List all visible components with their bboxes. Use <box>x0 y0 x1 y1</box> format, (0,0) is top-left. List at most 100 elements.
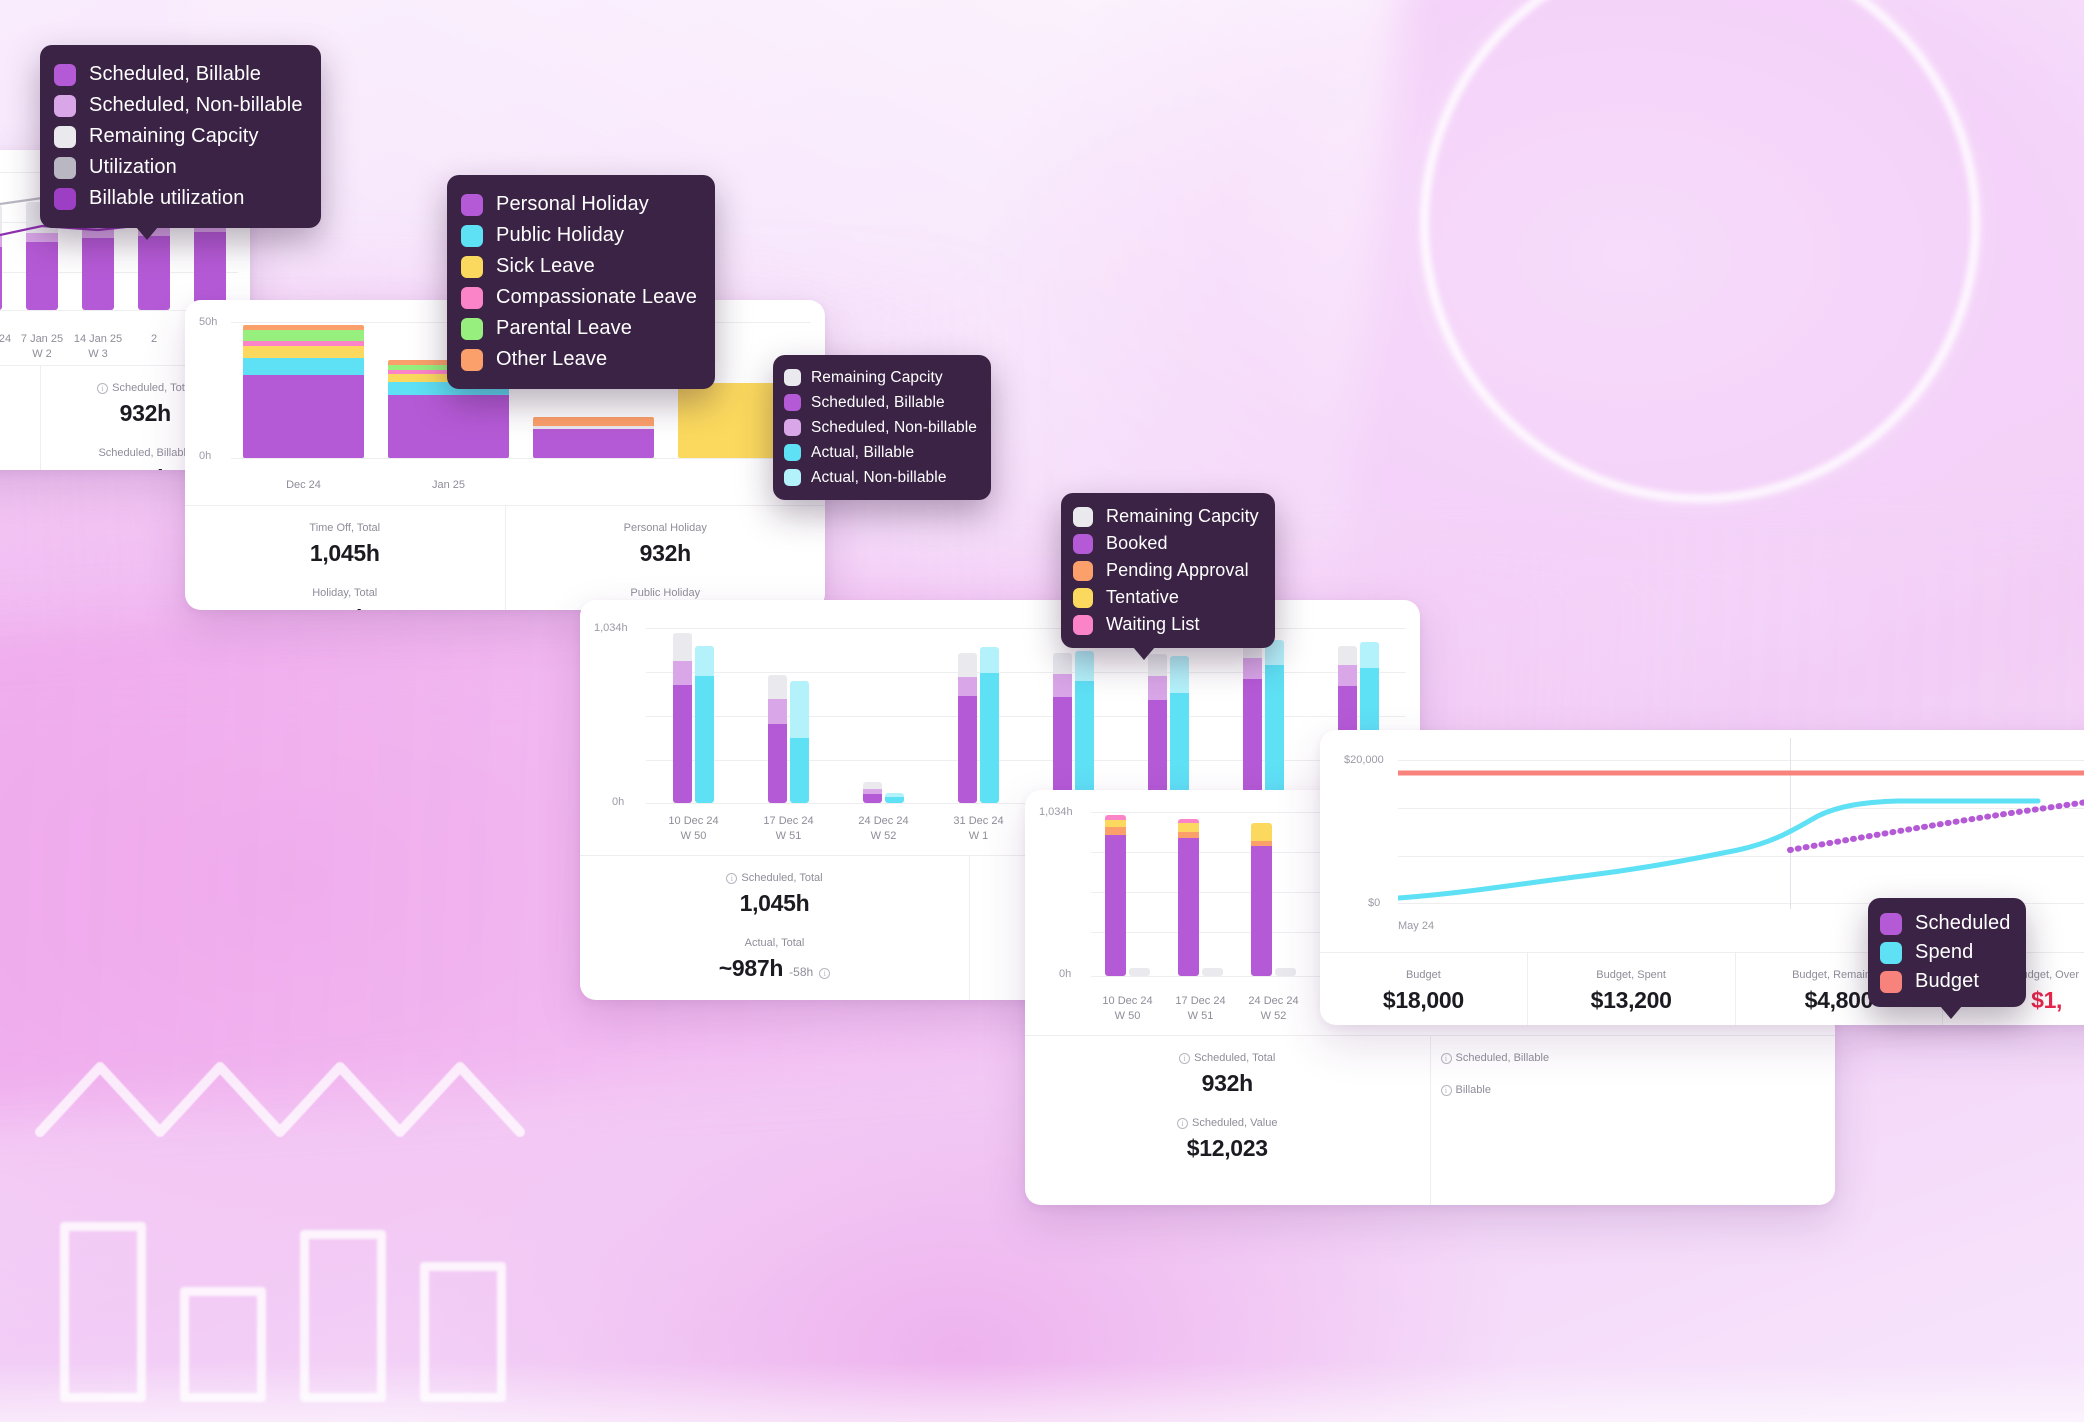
y-axis-bottom-label: $0 <box>1368 897 1381 909</box>
stat-value: $12,023 <box>1186 1135 1268 1161</box>
legend-swatch-waiting-list <box>1073 614 1093 635</box>
y-axis-top-label: 1,034h <box>1039 806 1073 818</box>
legend-item[interactable]: Sick Leave <box>461 251 697 282</box>
stat-column: Capacity Capacity <box>0 366 41 470</box>
stat-value: $4,800 <box>1804 987 1874 1013</box>
budget-x-start-label: May 24 <box>1398 920 1435 932</box>
stat-holiday-total: Holiday, Total 113h <box>195 587 495 610</box>
scheduled-bar <box>1243 640 1262 803</box>
legend-label: Actual, Non-billable <box>811 468 947 486</box>
legend-item[interactable]: Actual, Non-billable <box>784 465 977 490</box>
stat-label: Capacity <box>0 414 30 426</box>
budget-chart: $20,000 $0 <box>1320 730 2084 925</box>
legend-label: Spend <box>1915 941 1974 963</box>
stat-label: Budget <box>1405 969 1441 981</box>
legend-item[interactable]: Scheduled, Billable <box>784 390 977 415</box>
booking-bar <box>1251 823 1272 976</box>
info-icon[interactable]: i <box>1440 1084 1452 1096</box>
legend-item[interactable]: Billable utilization <box>54 183 303 214</box>
legend-label: Budget <box>1915 970 1979 992</box>
info-icon[interactable]: i <box>1179 1052 1191 1064</box>
budget-legend[interactable]: Scheduled Spend Budget <box>1868 898 2027 1019</box>
tooltip-tail <box>1133 647 1155 660</box>
legend-label: Scheduled, Non-billable <box>811 418 978 436</box>
legend-item[interactable]: Tentative <box>1073 584 1259 611</box>
actual-bar <box>1265 640 1284 803</box>
time-off-chart: 50h 0h <box>185 300 825 470</box>
background-bottom-fade <box>0 1362 2084 1422</box>
stat-delta: -58h <box>789 965 814 979</box>
info-icon[interactable]: i <box>726 872 738 884</box>
background-circle-motif <box>1419 0 1980 504</box>
stat-scheduled-billable: i Scheduled, Billable <box>1440 1052 1826 1064</box>
legend-swatch-sick-leave <box>461 255 483 278</box>
legend-item[interactable]: Public Holiday <box>461 220 697 251</box>
scheduled-bar <box>1148 654 1167 803</box>
legend-item[interactable]: Compassionate Leave <box>461 282 697 313</box>
info-icon[interactable]: i <box>1440 1052 1452 1064</box>
booking-status-legend[interactable]: Remaining Capcity Booked Pending Approva… <box>1061 493 1275 660</box>
legend-item[interactable]: Scheduled, Non-billable <box>784 415 977 440</box>
background-zigzag-motif <box>30 1012 610 1152</box>
booking-bar <box>1105 815 1126 976</box>
legend-item[interactable]: Utilization <box>54 152 303 183</box>
stat-value: 932h <box>119 400 172 426</box>
stat-label: i Scheduled, Billable <box>1440 1052 1826 1064</box>
legend-item[interactable]: Other Leave <box>461 344 697 375</box>
stat-personal-holiday: Personal Holiday 932h <box>516 522 816 567</box>
legend-label: Public Holiday <box>496 224 625 246</box>
stat-capacity-1: Capacity <box>0 382 30 394</box>
legend-item[interactable]: Remaining Capcity <box>784 365 977 390</box>
stat-value: $13,200 <box>1590 987 1672 1013</box>
stat-billable: i Billable <box>1440 1084 1826 1096</box>
legend-item[interactable]: Remaining Capcity <box>54 121 303 152</box>
stat-actual-total: Actual, Total ~987h -58h i <box>590 937 959 982</box>
y-axis-top-label: 50h <box>199 316 218 328</box>
legend-label: Tentative <box>1106 587 1179 607</box>
y-axis-top-label: $20,000 <box>1344 754 1384 766</box>
y-axis-top-label: 1,034h <box>594 622 628 634</box>
legend-item[interactable]: Parental Leave <box>461 313 697 344</box>
stat-value: 932h <box>639 540 692 566</box>
legend-item[interactable]: Spend <box>1880 938 2010 967</box>
stat-label: Budget, Over <box>2014 969 2080 981</box>
stat-label: i Scheduled, Total <box>51 382 241 394</box>
info-icon[interactable]: i <box>819 968 831 979</box>
booking-status-stats: i Scheduled, Total 932h i Scheduled, Val… <box>1025 1035 1835 1205</box>
legend-item[interactable]: Scheduled <box>1880 909 2010 938</box>
legend-item[interactable]: Booked <box>1073 530 1259 557</box>
stat-value: ~987h <box>718 955 784 981</box>
legend-label: Sick Leave <box>496 255 595 277</box>
stat-column: Personal Holiday 932h Public Holiday 932… <box>506 506 826 610</box>
time-off-card: 50h 0h Dec 24 Jan 25 Time Off, Total 1,0… <box>185 300 825 610</box>
bar-group <box>1237 812 1310 976</box>
legend-item[interactable]: Scheduled, Billable <box>54 59 303 90</box>
info-icon[interactable]: i <box>97 382 109 394</box>
stat-column: i Scheduled, Billable i Billable <box>1431 1036 1836 1205</box>
scheduled-actual-legend[interactable]: Remaining Capcity Scheduled, Billable Sc… <box>773 355 992 500</box>
info-icon[interactable]: i <box>1177 1117 1189 1129</box>
bar-group <box>1091 812 1164 976</box>
legend-item[interactable]: Budget <box>1880 967 2010 996</box>
legend-item[interactable]: Scheduled, Non-billable <box>54 90 303 121</box>
legend-swatch-scheduled-billable <box>784 394 801 411</box>
legend-label: Waiting List <box>1106 614 1200 634</box>
time-off-legend[interactable]: Personal Holiday Public Holiday Sick Lea… <box>447 175 715 389</box>
legend-item[interactable]: Personal Holiday <box>461 189 697 220</box>
utilization-legend[interactable]: Scheduled, Billable Scheduled, Non-billa… <box>40 45 321 240</box>
bar-group <box>1216 628 1311 803</box>
stat-label: Public Holiday <box>630 587 701 599</box>
legend-label: Utilization <box>89 156 177 178</box>
legend-label: Compassionate Leave <box>496 286 697 308</box>
actual-bar <box>1170 656 1189 803</box>
legend-item[interactable]: Pending Approval <box>1073 557 1259 584</box>
stat-label: i Scheduled, Value <box>1035 1117 1420 1129</box>
legend-swatch-spend <box>1880 941 1902 964</box>
legend-item[interactable]: Waiting List <box>1073 611 1259 638</box>
legend-item[interactable]: Remaining Capcity <box>1073 503 1259 530</box>
stat-value: 1,045h <box>309 540 380 566</box>
stat-value: 874h <box>51 465 241 470</box>
legend-swatch-scheduled-nonbillable <box>54 94 76 117</box>
legend-item[interactable]: Actual, Billable <box>784 440 977 465</box>
stat-budget: Budget $18,000 <box>1330 969 1517 1014</box>
